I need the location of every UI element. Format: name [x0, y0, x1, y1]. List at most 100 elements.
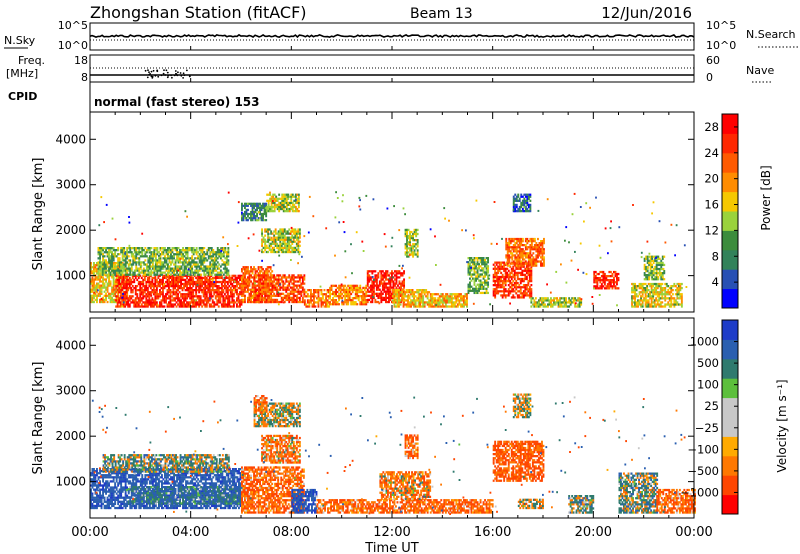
heatmap-cell — [210, 280, 213, 284]
heatmap-cell — [375, 274, 378, 277]
heatmap-cell — [167, 255, 169, 258]
heatmap-cell — [398, 293, 400, 296]
heatmap-cell — [265, 244, 268, 247]
heatmap-cell — [420, 293, 423, 296]
heatmap-cell — [280, 230, 283, 233]
heatmap-cell — [456, 293, 459, 296]
heatmap-cell — [286, 280, 289, 283]
heatmap-cell — [109, 259, 112, 262]
heatmap-cell — [195, 305, 198, 308]
heatmap-cell — [256, 274, 259, 277]
heatmap-cell — [282, 242, 285, 245]
heatmap-cell — [133, 271, 136, 274]
heatmap-cell — [446, 297, 449, 300]
heatmap-cell — [90, 270, 92, 273]
heatmap-cell — [278, 193, 281, 196]
heatmap-cell — [186, 257, 189, 260]
heatmap-cell — [259, 270, 262, 273]
beam-label: Beam 13 — [410, 6, 473, 22]
heatmap-cell — [403, 280, 406, 283]
heatmap-cell — [484, 275, 487, 278]
heatmap-cell — [211, 301, 214, 304]
heatmap-cell — [263, 210, 266, 214]
heatmap-cell — [186, 285, 189, 288]
heatmap-cell — [120, 271, 123, 274]
heatmap-cell — [222, 297, 225, 300]
heatmap-cell — [498, 280, 501, 283]
heatmap-cell — [320, 303, 323, 306]
heatmap-cell — [366, 300, 369, 304]
heatmap-cell — [149, 299, 152, 302]
heatmap-cell — [144, 269, 147, 272]
heatmap-cell — [288, 242, 291, 245]
heatmap-cell — [136, 297, 139, 300]
heatmap-cell — [173, 247, 176, 250]
heatmap-cell — [168, 297, 170, 300]
heatmap-cell — [205, 287, 208, 290]
heatmap-cell — [251, 294, 254, 297]
heatmap-cell — [267, 296, 270, 300]
heatmap-cell — [297, 238, 300, 241]
heatmap-cell — [229, 295, 232, 298]
heatmap-cell — [117, 296, 120, 300]
heatmap-cell — [214, 276, 217, 280]
heatmap-cell — [132, 271, 135, 274]
heatmap-cell — [280, 244, 283, 247]
heatmap-cell — [224, 257, 227, 260]
heatmap-cell — [279, 278, 282, 281]
heatmap-cell — [467, 265, 470, 268]
heatmap-cell — [129, 271, 132, 274]
heatmap-cell — [527, 288, 530, 291]
heatmap-cell — [183, 305, 186, 308]
heatmap-cell — [298, 290, 301, 293]
heatmap-cell — [202, 287, 205, 290]
heatmap-cell — [204, 265, 207, 268]
heatmap-cell — [494, 269, 497, 272]
heatmap-cell — [366, 290, 369, 293]
heatmap-cell — [215, 265, 218, 268]
heatmap-cell — [336, 295, 339, 298]
heatmap-cell — [280, 246, 283, 250]
heatmap-cell — [277, 294, 280, 297]
heatmap-cell — [385, 296, 387, 300]
heatmap-cell — [270, 197, 273, 200]
heatmap-cell — [102, 247, 105, 250]
heatmap-cell — [473, 277, 476, 280]
heatmap-cell — [528, 269, 531, 272]
heatmap-cell — [163, 299, 166, 302]
heatmap-cell — [183, 282, 186, 286]
heatmap-cell — [412, 235, 415, 238]
heatmap-cell — [274, 240, 277, 243]
heatmap-cell — [204, 285, 207, 288]
heatmap-cell — [407, 289, 410, 292]
heatmap-cell — [232, 299, 235, 302]
heatmap-cell — [516, 286, 519, 289]
heatmap-cell — [105, 261, 108, 264]
heatmap-cell — [300, 282, 303, 285]
heatmap-cell — [507, 284, 510, 287]
heatmap-cell — [253, 284, 256, 287]
heatmap-cell — [482, 291, 485, 295]
heatmap-cell — [391, 294, 393, 297]
heatmap-cell — [518, 284, 521, 287]
heatmap-cell — [186, 282, 189, 286]
heatmap-cell — [251, 202, 254, 205]
heatmap-cell — [297, 201, 300, 205]
heatmap-cell — [134, 299, 137, 302]
heatmap-cell — [207, 282, 210, 286]
heatmap-cell — [277, 250, 280, 254]
heatmap-cell — [264, 244, 267, 247]
heatmap-cell — [149, 291, 152, 294]
heatmap-cell — [115, 272, 118, 275]
heatmap-cell — [261, 244, 264, 247]
heatmap-cell — [236, 293, 238, 296]
heatmap-cell — [183, 278, 186, 282]
heatmap-cell — [188, 259, 191, 262]
heatmap-cell — [91, 288, 94, 291]
heatmap-cell — [290, 205, 293, 209]
nave-dot — [164, 74, 167, 76]
heatmap-cell — [158, 269, 160, 272]
heatmap-cell — [206, 269, 209, 272]
heatmap-cell — [90, 278, 92, 281]
heatmap-cell — [294, 232, 297, 235]
